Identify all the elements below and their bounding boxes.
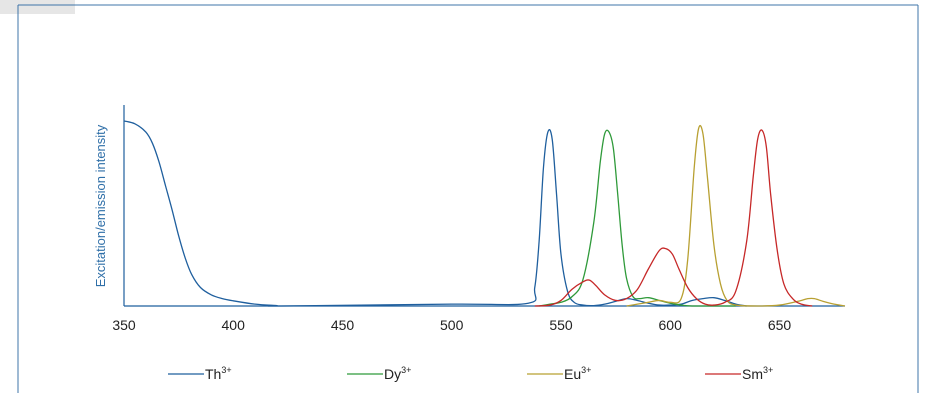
x-tick-label-500: 500 (440, 317, 464, 333)
legend-label-base: Sm (742, 366, 763, 382)
x-tick-labels: 350 400 450 500 550 600 650 (112, 317, 791, 333)
legend-label-superscript: 3+ (221, 365, 231, 375)
x-tick-label-450: 450 (331, 317, 355, 333)
series-line-th (123, 120, 747, 307)
legend-label-th: Th3+ (205, 365, 232, 382)
series-line-eu (626, 124, 846, 307)
legend-label-dy: Dy3+ (384, 365, 411, 382)
y-axis-label: Excitation/emission intensity (93, 124, 108, 287)
legend-label-superscript: 3+ (763, 365, 773, 375)
legend-label-superscript: 3+ (401, 365, 411, 375)
x-tick-label-650: 650 (768, 317, 792, 333)
legend-label-superscript: 3+ (581, 365, 591, 375)
legend-label-eu: Eu3+ (564, 365, 591, 382)
legend-label-sm: Sm3+ (742, 365, 773, 382)
legend: Th3+ Dy3+ Eu3+ Sm3+ (168, 365, 773, 382)
x-tick-label-350: 350 (112, 317, 136, 333)
x-tick-label-400: 400 (222, 317, 246, 333)
x-tick-label-550: 550 (549, 317, 573, 333)
corner-tab (0, 0, 75, 14)
legend-label-base: Dy (384, 366, 401, 382)
x-tick-label-600: 600 (659, 317, 683, 333)
series-lines (123, 120, 846, 307)
series-line-sm (534, 129, 813, 307)
series-line-dy (539, 129, 736, 307)
legend-label-base: Eu (564, 366, 581, 382)
legend-label-base: Th (205, 366, 221, 382)
